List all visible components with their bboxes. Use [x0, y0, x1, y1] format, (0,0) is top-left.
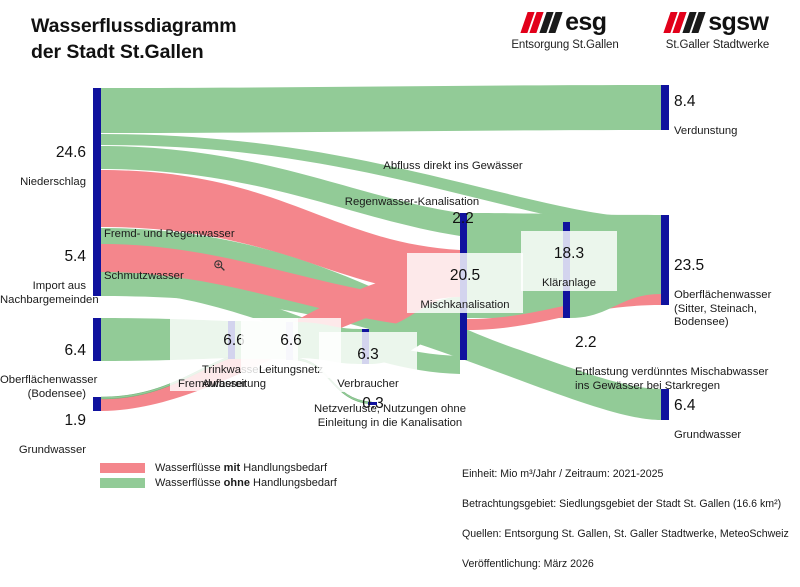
label-regenwasserkanal-value: 2.2: [452, 209, 474, 227]
flow-label-fremd-und-regenwasser: Fremd- und Regenwasser: [104, 228, 235, 240]
logo-sgsw-word: sgsw: [708, 7, 769, 36]
label-mischkanalisation: 20.5 Mischkanalisation: [407, 253, 523, 313]
label-entlastung-text: Entlastung verdünntes Mischabwasser ins …: [575, 366, 769, 392]
legend-item-ohne-handlungsbedarf: Wasserflüsse ohne Handlungsbedarf: [100, 476, 337, 489]
label-import: 5.4 Import aus Nachbargemeinden: [0, 247, 99, 306]
legend-swatch-green: [100, 477, 145, 488]
label-niederschlag: 24.6 Niederschlag: [20, 143, 86, 188]
node-grundwasser-out[interactable]: [661, 389, 669, 420]
logo-esg-mark: esg: [490, 8, 640, 36]
legend-swatch-red: [100, 462, 145, 473]
node-verdunstung[interactable]: [661, 85, 669, 130]
link-niederschlag-abfluss-direkt: [101, 134, 661, 229]
link-niederschlag-mischkanalisation: [101, 170, 460, 297]
node-oberflaechen-in[interactable]: [93, 318, 101, 361]
label-grundwasser-out: 6.4 Grundwasser: [674, 396, 742, 441]
legend-label-ohne: Wasserflüsse ohne Handlungsbedarf: [155, 476, 337, 489]
meta-block: Einheit: Mio m³/Jahr / Zeitraum: 2021-20…: [462, 452, 789, 587]
label-oberflaechenwasser-in-text: Oberflächenwasser (Bodensee): [0, 374, 98, 400]
label-verdunstung-text: Verdunstung: [674, 125, 738, 137]
flow-label-abfluss-direkt: Abfluss direkt ins Gewässer: [383, 160, 523, 172]
label-entlastung: 2.2 Entlastung verdünntes Mischabwasser …: [575, 333, 769, 392]
label-mischkanalisation-text: Mischkanalisation: [420, 299, 510, 311]
legend-item-mit-handlungsbedarf: Wasserflüsse mit Handlungsbedarf: [100, 461, 337, 474]
label-leitungsnetz-text: Leitungsnetz: [258, 364, 324, 376]
logo-esg-subtitle: Entsorgung St.Gallen: [511, 39, 619, 51]
node-grundwasser-in[interactable]: [93, 397, 101, 411]
logo-esg: esg Entsorgung St.Gallen: [490, 8, 640, 51]
flow-label-regenwasser-kanalisation: Regenwasser-Kanalisation: [344, 196, 480, 208]
logo-sgsw-subtitle: St.Galler Stadtwerke: [665, 39, 770, 51]
node-netzverluste[interactable]: [368, 402, 377, 405]
sankey-diagram-page: Wasserflussdiagramm der Stadt St.Gallen …: [0, 8, 795, 570]
meta-area: Betrachtungsgebiet: Siedlungsgebiet der …: [462, 498, 782, 511]
logo-esg-word: esg: [565, 7, 607, 36]
meta-publication: Veröffentlichung: März 2026: [462, 558, 594, 571]
node-oberflaechen-out[interactable]: [661, 215, 669, 305]
label-netzverluste-text: Netzverluste, Nutzungen ohne Einleitung …: [314, 403, 466, 429]
meta-unit: Einheit: Mio m³/Jahr / Zeitraum: 2021-20…: [462, 468, 664, 481]
flow-label-schmutzwasser: Schmutzwasser: [104, 270, 184, 282]
label-oberflaechenwasser-out: 23.5 Oberflächenwasser (Sitter, Steinach…: [674, 256, 772, 329]
label-oberflaechenwasser-out-text: Oberflächenwasser (Sitter, Steinach, Bod…: [674, 289, 772, 329]
legend-label-mit: Wasserflüsse mit Handlungsbedarf: [155, 461, 328, 474]
label-netzverluste-value: 0.3: [362, 394, 384, 412]
label-verbraucher-text: Verbraucher: [337, 378, 399, 390]
node-import[interactable]: [93, 244, 101, 291]
meta-sources: Quellen: Entsorgung St. Gallen, St. Gall…: [462, 528, 789, 541]
node-niederschlag[interactable]: [93, 88, 101, 296]
link-niederschlag-verdunstung: [101, 85, 661, 133]
label-niederschlag-text: Niederschlag: [20, 176, 86, 188]
label-verbraucher: 6.3 Verbraucher: [319, 332, 417, 392]
label-grundwasser-out-text: Grundwasser: [674, 429, 742, 441]
link-niederschlag-regenwasserkanalisation: [101, 146, 460, 236]
magnifier-icon: [214, 260, 225, 271]
label-klaeranlage: 18.3 Kläranlage: [521, 231, 617, 291]
label-import-text: Import aus Nachbargemeinden: [0, 280, 99, 306]
label-oberflaechenwasser-in: 6.4 Oberflächenwasser (Bodensee): [0, 341, 98, 400]
logo-sgsw-mark: sgsw: [640, 8, 795, 36]
logo-sgsw: sgsw St.Galler Stadtwerke: [640, 8, 795, 51]
legend: Wasserflüsse mit Handlungsbedarf Wasserf…: [100, 461, 337, 491]
label-klaeranlage-text: Kläranlage: [541, 277, 596, 289]
flow-label-fremdwasser: Fremdwasser: [178, 378, 247, 390]
label-grundwasser-in: 1.9 Grundwasser: [18, 411, 86, 456]
page-title: Wasserflussdiagramm der Stadt St.Gallen: [31, 15, 237, 63]
label-grundwasser-in-text: Grundwasser: [18, 444, 86, 456]
label-verdunstung: 8.4 Verdunstung: [674, 92, 738, 137]
